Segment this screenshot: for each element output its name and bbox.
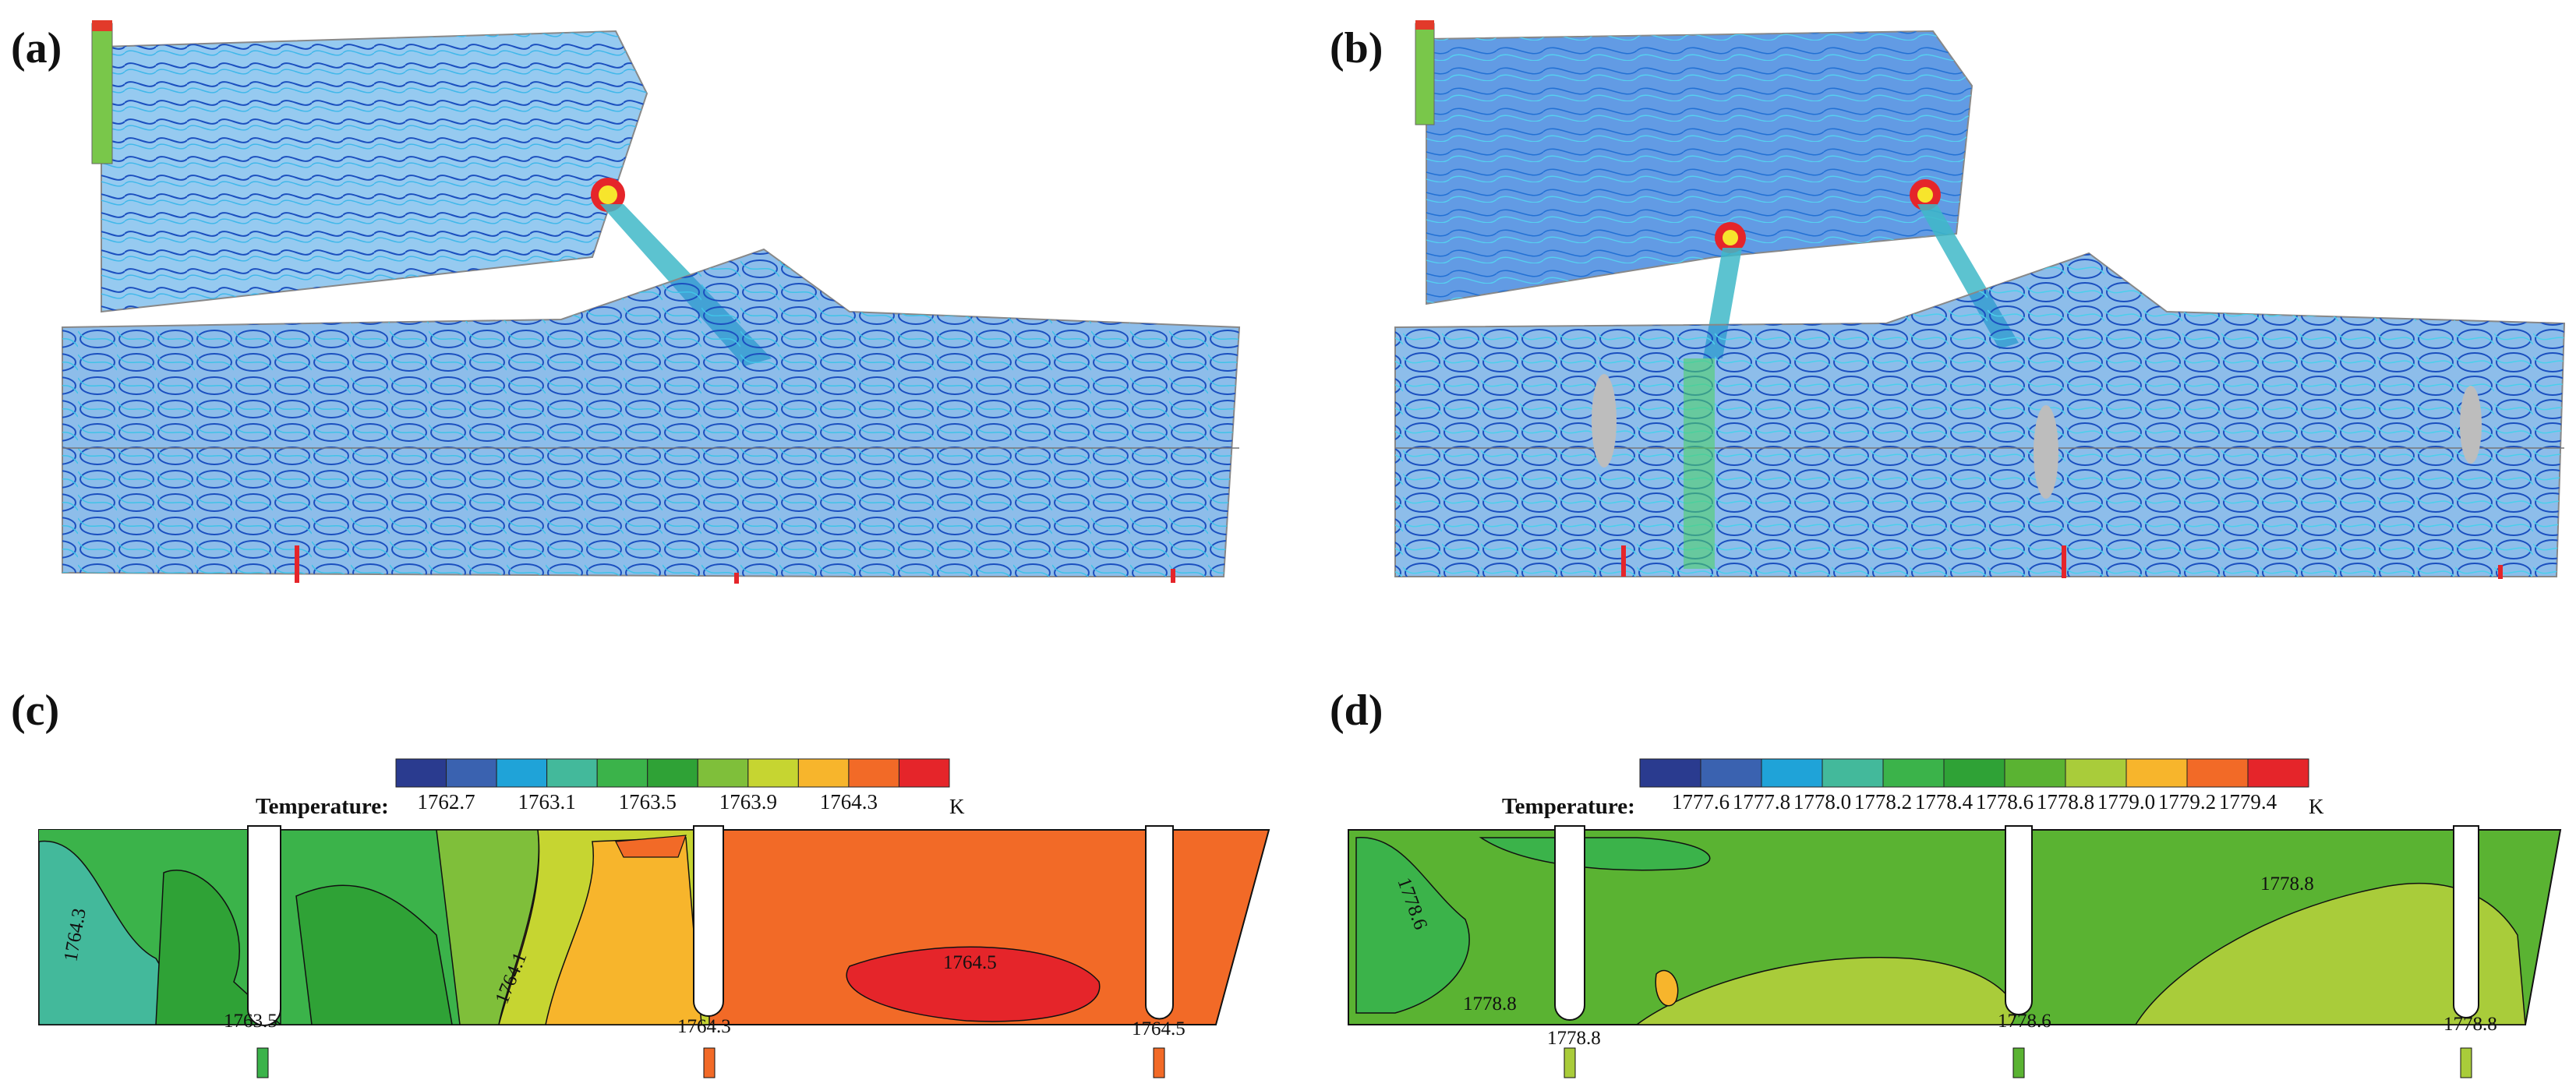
colorbar-swatch <box>2125 758 2188 788</box>
colorbar-tick-label: 1777.6 <box>1672 790 1730 813</box>
colorbar-swatch <box>596 758 648 788</box>
colorbar-tick-label: 1763.1 <box>518 790 576 813</box>
colorbar-d <box>1639 758 2309 788</box>
contour-body-d <box>1348 825 2562 1078</box>
tundish-streamlines-b <box>1394 20 2566 579</box>
baffle-slot-c-2 <box>693 825 724 1017</box>
iso-label-d-2: 1778.8 <box>1463 993 1517 1015</box>
colorbar-title-c: Temperature: <box>256 794 389 819</box>
colorbar-unit-c: K <box>949 795 965 818</box>
colorbar-tick-label: 1777.8 <box>1733 790 1790 813</box>
outlet-d-1 <box>1564 1047 1576 1078</box>
iso-label-c-2: 1763.5 <box>224 1011 277 1032</box>
colorbar-swatch <box>1700 758 1762 788</box>
baffle-b-1 <box>1592 374 1617 468</box>
iso-label-c-4: 1764.5 <box>943 952 997 973</box>
colorbar-tick-label: 1778.0 <box>1793 790 1851 813</box>
colorbar-title-d: Temperature: <box>1502 794 1635 819</box>
colorbar-tick-label: 1763.9 <box>719 790 777 813</box>
colorbar-c <box>395 758 950 788</box>
colorbar-swatch <box>395 758 447 788</box>
colorbar-swatch <box>898 758 950 788</box>
baffle-b-3 <box>2460 386 2482 464</box>
iso-label-d-3: 1778.8 <box>2260 873 2314 895</box>
baffle-slot-d-2 <box>2005 825 2033 1015</box>
outlet-d-3 <box>2460 1047 2472 1078</box>
outlet-b-2 <box>2062 545 2066 578</box>
colorbar-tick-label: 1778.8 <box>2037 790 2094 813</box>
colorbar-swatch <box>2065 758 2127 788</box>
colorbar-tick-label: 1779.4 <box>2219 790 2277 813</box>
iso-label-d-4: 1778.8 <box>1547 1028 1601 1049</box>
colorbar-swatch <box>446 758 497 788</box>
baffle-slot-c-1 <box>247 825 281 1026</box>
panel-label-a: (a) <box>11 24 62 72</box>
colorbar-tick-label: 1778.4 <box>1915 790 1974 813</box>
panel-label-b: (b) <box>1330 24 1383 72</box>
colorbar-ticks-c: 1762.7 1763.1 1763.5 1763.9 1764.3 <box>417 790 878 813</box>
outlet-c-1 <box>256 1047 269 1078</box>
tundish-streamlines-a <box>62 20 1241 584</box>
iso-label-c-6: 1764.5 <box>1132 1018 1186 1039</box>
outlet-c-3 <box>1153 1047 1165 1078</box>
colorbar-swatch <box>2004 758 2066 788</box>
outlet-a-1 <box>295 545 299 583</box>
colorbar-tick-label: 1763.5 <box>619 790 677 813</box>
iso-label-d-6: 1778.8 <box>2443 1014 2497 1035</box>
colorbar-swatch <box>496 758 548 788</box>
iso-label-d-5: 1778.6 <box>1998 1011 2051 1032</box>
colorbar-swatch <box>747 758 799 788</box>
colorbar-swatch <box>2247 758 2309 788</box>
baffle-slot-d-3 <box>2453 825 2479 1018</box>
colorbar-tick-label: 1779.2 <box>2158 790 2216 813</box>
outlet-b-3 <box>2498 565 2503 579</box>
iso-label-c-5: 1764.3 <box>677 1016 731 1037</box>
colorbar-swatch <box>1822 758 1884 788</box>
panel-label-d: (d) <box>1330 686 1383 735</box>
colorbar-swatch <box>1761 758 1823 788</box>
colorbar-swatch <box>1882 758 1945 788</box>
panel-label-c: (c) <box>11 686 60 735</box>
outlet-c-2 <box>703 1047 716 1078</box>
colorbar-swatch <box>546 758 598 788</box>
colorbar-tick-label: 1764.3 <box>820 790 878 813</box>
inlet-pipe-b <box>1415 23 1435 125</box>
outlet-a-2 <box>734 573 739 584</box>
colorbar-swatch <box>697 758 749 788</box>
green-jet-column-b <box>1684 358 1715 569</box>
colorbar-ticks-d: 1777.6 1777.8 1778.0 1778.2 1778.4 1778.6 1778… <box>1672 790 2277 813</box>
contour-body-c <box>38 825 1270 1078</box>
colorbar-swatch <box>1639 758 1701 788</box>
outlet-b-1 <box>1621 545 1626 577</box>
colorbar-swatch <box>647 758 698 788</box>
baffle-b-2 <box>2034 405 2058 499</box>
colorbar-unit-d: K <box>2309 795 2324 818</box>
baffle-slot-d-1 <box>1554 825 1585 1021</box>
colorbar-tick-label: 1778.6 <box>1976 790 2034 813</box>
colorbar-tick-label: 1762.7 <box>417 790 475 813</box>
outlet-d-2 <box>2012 1047 2025 1078</box>
colorbar-swatch <box>2186 758 2249 788</box>
colorbar-tick-label: 1778.2 <box>1854 790 1912 813</box>
outlet-a-3 <box>1171 569 1175 583</box>
colorbar-swatch <box>1943 758 2005 788</box>
baffle-slot-c-3 <box>1145 825 1174 1020</box>
colorbar-tick-label: 1779.0 <box>2097 790 2155 813</box>
